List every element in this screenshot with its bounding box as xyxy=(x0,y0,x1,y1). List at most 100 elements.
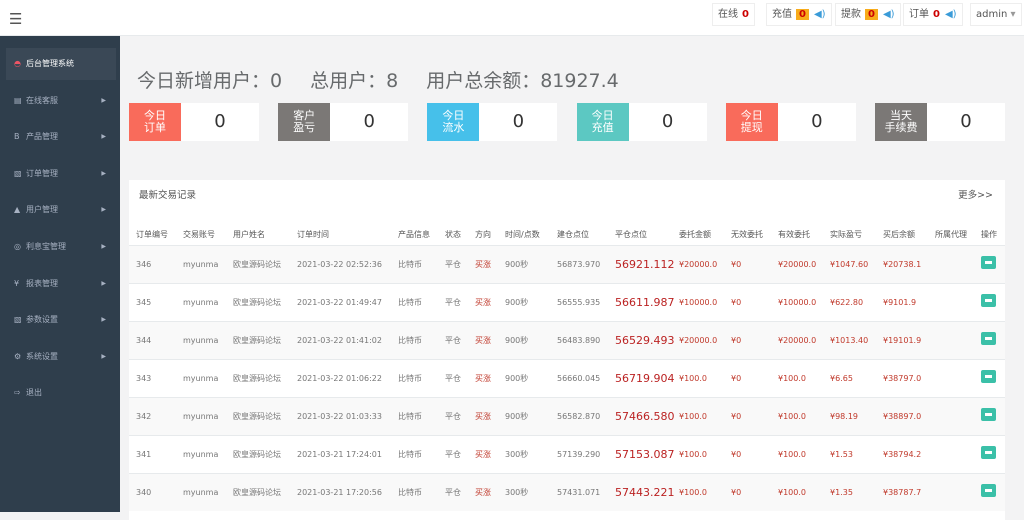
caret-down-icon: ▾ xyxy=(1007,9,1016,20)
hamburger-icon[interactable]: ☰ xyxy=(9,10,23,28)
view-detail-button[interactable] xyxy=(981,408,996,421)
table-cell: 平仓 xyxy=(438,434,468,473)
more-link[interactable]: 更多>> xyxy=(958,190,993,201)
caret-right-icon: ▶ xyxy=(101,133,106,141)
table-row: 341 myunma 欧皇源码论坛 2021-03-21 17:24:01 比特币 平仓买… xyxy=(129,434,1005,473)
speaker-icon[interactable]: ◀) xyxy=(944,9,957,20)
stat-card-label: 今日 充值 xyxy=(576,103,629,141)
table-cell: 买涨 xyxy=(468,244,498,283)
caret-right-icon: ▶ xyxy=(101,243,106,250)
table-cell: myunma xyxy=(176,472,226,511)
user-menu[interactable]: admin ▾ xyxy=(970,3,1022,26)
stat-card-4: 今日 提现 0 xyxy=(725,103,856,141)
table-cell: 56921.112 xyxy=(608,244,675,283)
table-cell: ¥1.35 xyxy=(823,472,876,511)
column-header: 用户姓名 xyxy=(226,210,290,246)
stat-card-label: 今日 订单 xyxy=(129,103,181,141)
view-detail-button[interactable] xyxy=(981,332,996,345)
copy-icon: ▧ xyxy=(14,315,22,325)
table-cell: myunma xyxy=(176,434,226,473)
view-detail-button[interactable] xyxy=(981,256,996,269)
table-cell: 900秒 xyxy=(498,320,550,359)
dashboard-icon: ◓ xyxy=(14,59,21,68)
topbar-0[interactable]: 在线 0 xyxy=(712,3,755,26)
column-header: 订单编号 xyxy=(129,210,176,246)
column-header: 实际盈亏 xyxy=(823,210,876,246)
table-row: 340 myunma 欧皇源码论坛 2021-03-21 17:20:56 比特币 平仓买… xyxy=(129,472,1005,511)
table-cell: ¥20000.0 xyxy=(771,320,823,359)
speaker-icon[interactable]: ◀) xyxy=(813,9,826,20)
table-cell: 比特币 xyxy=(391,282,438,321)
sidebar-item-label: 退出 xyxy=(26,388,42,398)
sidebar-item-6[interactable]: ¥ 报表管理 ▶ xyxy=(6,268,116,300)
sidebar-item-4[interactable]: ▲ 用户管理 ▶ xyxy=(6,194,116,226)
total-users-stat: 总用户：8 xyxy=(310,70,399,92)
sidebar-item-label: 利息宝管理 xyxy=(26,242,66,251)
topbar-label: 订单 xyxy=(909,9,929,20)
sidebar-item-0[interactable]: ◓ 后台管理系统 xyxy=(6,48,116,80)
table-cell: 比特币 xyxy=(391,320,438,359)
table-cell: 2021-03-22 01:49:47 xyxy=(290,282,391,321)
table-cell: ¥98.19 xyxy=(823,396,876,435)
sidebar-item-label: 产品管理 xyxy=(26,132,58,142)
table-cell: ¥1013.40 xyxy=(823,320,876,359)
view-detail-button[interactable] xyxy=(981,484,996,498)
column-header: 无效委托 xyxy=(724,210,771,246)
view-detail-button[interactable] xyxy=(981,446,996,459)
topbar-1[interactable]: 充值 0 ◀) xyxy=(766,3,832,26)
sidebar-item-label: 后台管理系统 xyxy=(26,59,74,68)
topbar-2[interactable]: 提款 0 ◀) xyxy=(835,3,901,26)
caret-right-icon: ▶ xyxy=(101,352,106,360)
table-cell xyxy=(928,434,974,473)
table-cell: 2021-03-22 02:52:36 xyxy=(290,244,391,283)
column-header: 方向 xyxy=(468,210,498,246)
stat-card-value: 0 xyxy=(811,111,823,132)
copy-icon: ▧ xyxy=(14,168,22,178)
label-line1: 今日 xyxy=(591,109,614,122)
table-cell: ¥100.0 xyxy=(771,396,823,435)
table-cell: 平仓 xyxy=(438,358,468,397)
sidebar-item-1[interactable]: ▤ 在线客服 ▶ xyxy=(6,85,116,117)
table-cell: 买涨 xyxy=(468,358,498,397)
sidebar-item-8[interactable]: ⚙ 系统设置 ▶ xyxy=(6,341,116,373)
topbar-3[interactable]: 订单 0 ◀) xyxy=(903,3,963,26)
stat-card-label: 今日 流水 xyxy=(427,103,480,141)
table-cell: ¥0 xyxy=(724,358,771,397)
table-cell: 900秒 xyxy=(498,396,550,435)
table-cell: ¥19101.9 xyxy=(876,320,928,359)
table-cell: myunma xyxy=(176,282,226,321)
table-cell: ¥1047.60 xyxy=(823,244,876,283)
view-detail-button[interactable] xyxy=(981,294,996,307)
sidebar-item-3[interactable]: ▧ 订单管理 ▶ xyxy=(6,158,116,190)
label-line2: 订单 xyxy=(144,121,166,134)
table-cell: 买涨 xyxy=(468,320,498,359)
table-cell: ¥38794.2 xyxy=(876,434,928,473)
table-cell: 平仓 xyxy=(438,396,468,435)
sidebar-item-7[interactable]: ▧ 参数设置 ▶ xyxy=(6,304,116,336)
sidebar-item-2[interactable]: B 产品管理 ▶ xyxy=(6,121,116,153)
topbar-count-badge: 0 xyxy=(796,9,809,20)
table-cell: 2021-03-22 01:41:02 xyxy=(290,320,391,359)
caret-right-icon: ▶ xyxy=(101,206,106,214)
table-cell: myunma xyxy=(176,358,226,397)
stat-card-value: 0 xyxy=(512,111,525,132)
view-detail-button[interactable] xyxy=(981,370,996,383)
table-cell: 56719.904 xyxy=(608,358,675,397)
table-cell: 比特币 xyxy=(391,396,438,435)
table-cell: 欧皇源码论坛 xyxy=(226,434,290,473)
table-cell: ¥0 xyxy=(724,396,771,435)
panel-title: 最新交易记录 xyxy=(139,190,197,201)
sidebar-item-9[interactable]: ⇨ 退出 xyxy=(6,377,116,409)
table-cell: 900秒 xyxy=(498,244,550,283)
sidebar-item-5[interactable]: ◎ 利息宝管理 ▶ xyxy=(6,231,116,263)
table-row: 345 myunma 欧皇源码论坛 2021-03-22 01:49:47 比特币 平仓买… xyxy=(129,282,1005,321)
caret-right-icon: ▶ xyxy=(101,169,106,177)
table-cell: ¥20000.0 xyxy=(771,244,823,283)
table-cell: 平仓 xyxy=(438,244,468,283)
column-header: 有效委托 xyxy=(771,210,823,246)
table-cell xyxy=(928,244,974,283)
table-cell: ¥20000.0 xyxy=(672,320,724,359)
action-cell xyxy=(974,282,1005,321)
stat-card-value: 0 xyxy=(214,111,226,132)
speaker-icon[interactable]: ◀) xyxy=(882,9,895,20)
